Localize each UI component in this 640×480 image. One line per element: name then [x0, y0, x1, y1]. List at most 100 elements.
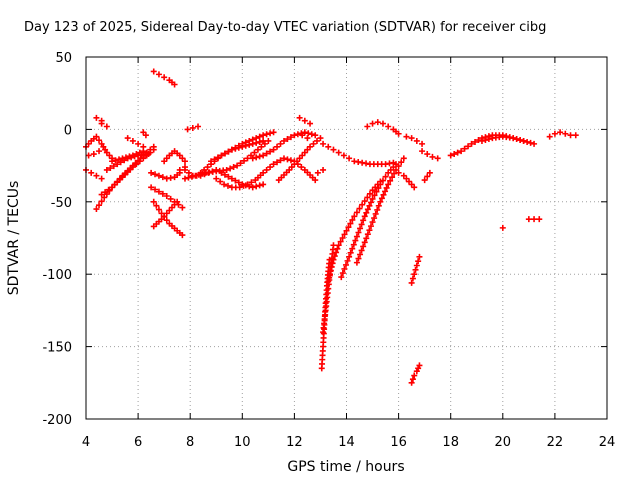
- data-point: [367, 199, 374, 206]
- data-point: [195, 123, 202, 130]
- data-point: [366, 202, 373, 209]
- data-point: [429, 153, 436, 160]
- series-arc-45: [478, 133, 527, 144]
- data-point: [148, 184, 155, 191]
- data-point: [155, 188, 162, 195]
- data-point: [308, 131, 315, 138]
- data-point: [358, 221, 365, 228]
- series-arc-29: [299, 132, 311, 142]
- data-point: [192, 172, 199, 179]
- data-point: [398, 159, 405, 166]
- data-point: [218, 169, 225, 176]
- data-point: [265, 137, 272, 144]
- data-point: [353, 233, 360, 240]
- data-point: [344, 257, 351, 264]
- data-point: [337, 238, 344, 245]
- data-point: [416, 362, 423, 369]
- data-point: [408, 135, 415, 142]
- x-tick-label: 10: [234, 435, 251, 450]
- data-point: [339, 235, 346, 241]
- data-point: [363, 235, 370, 242]
- data-point: [204, 164, 211, 171]
- series-arc-26: [249, 129, 319, 162]
- data-point: [342, 261, 349, 268]
- data-point: [352, 237, 359, 244]
- series-arc-31: [320, 140, 397, 168]
- data-point: [93, 172, 100, 179]
- data-point: [367, 223, 374, 230]
- data-point: [185, 174, 192, 181]
- data-point: [152, 171, 159, 178]
- data-point: [246, 183, 253, 190]
- data-point: [330, 256, 337, 263]
- data-point: [387, 177, 394, 184]
- data-point: [419, 140, 426, 147]
- data-point: [228, 146, 235, 153]
- data-point: [331, 253, 338, 260]
- data-point: [349, 245, 356, 252]
- series-arc-39: [403, 133, 426, 147]
- data-point: [369, 120, 376, 127]
- data-point: [524, 138, 531, 145]
- series-arc-23: [208, 129, 277, 165]
- data-point: [482, 137, 489, 144]
- data-point: [347, 220, 354, 227]
- data-point: [150, 68, 157, 75]
- data-point: [413, 262, 420, 269]
- series-arc-01: [83, 133, 116, 162]
- data-point: [378, 195, 385, 202]
- data-point: [291, 132, 298, 139]
- data-point: [260, 137, 267, 144]
- data-point: [366, 190, 373, 197]
- data-point: [119, 155, 126, 162]
- data-point: [527, 139, 534, 146]
- data-point: [237, 160, 244, 167]
- data-point: [189, 124, 196, 131]
- data-point: [373, 188, 380, 195]
- data-point: [465, 143, 472, 150]
- data-point: [249, 155, 256, 162]
- data-point: [341, 231, 348, 238]
- data-series: [83, 68, 579, 386]
- data-point: [385, 181, 392, 188]
- data-point: [181, 166, 188, 173]
- data-point: [171, 81, 178, 88]
- data-point: [421, 177, 428, 184]
- data-point: [358, 247, 365, 254]
- data-point: [355, 255, 362, 262]
- series-arc-19: [184, 123, 202, 133]
- x-tick-label: 6: [134, 435, 142, 450]
- data-point: [122, 154, 129, 161]
- series-arc-24: [213, 155, 319, 191]
- data-point: [251, 149, 258, 156]
- data-point: [135, 140, 142, 147]
- data-point: [260, 152, 267, 159]
- data-point: [221, 171, 228, 178]
- y-tick-label: 0: [64, 123, 72, 138]
- x-tick-label: 22: [547, 435, 564, 450]
- data-point: [244, 155, 251, 162]
- x-tick-label: 4: [82, 435, 90, 450]
- data-point: [371, 215, 378, 222]
- data-point: [408, 279, 415, 286]
- data-point: [153, 202, 160, 209]
- x-tick-label: 18: [442, 435, 459, 450]
- data-point: [363, 209, 370, 216]
- data-point: [364, 206, 371, 213]
- data-point: [357, 251, 364, 258]
- data-point: [249, 184, 256, 191]
- series-arc-35: [338, 161, 399, 281]
- data-point: [214, 154, 221, 161]
- series-arc-27: [275, 135, 324, 184]
- data-point: [305, 130, 312, 137]
- series-arc-38: [395, 169, 418, 191]
- data-point: [359, 201, 366, 208]
- series-arc-28: [296, 114, 314, 127]
- data-point: [140, 143, 147, 150]
- x-tick-label: 8: [186, 435, 194, 450]
- data-point: [163, 217, 170, 224]
- data-point: [531, 140, 538, 147]
- data-point: [454, 149, 461, 156]
- data-point: [181, 175, 188, 182]
